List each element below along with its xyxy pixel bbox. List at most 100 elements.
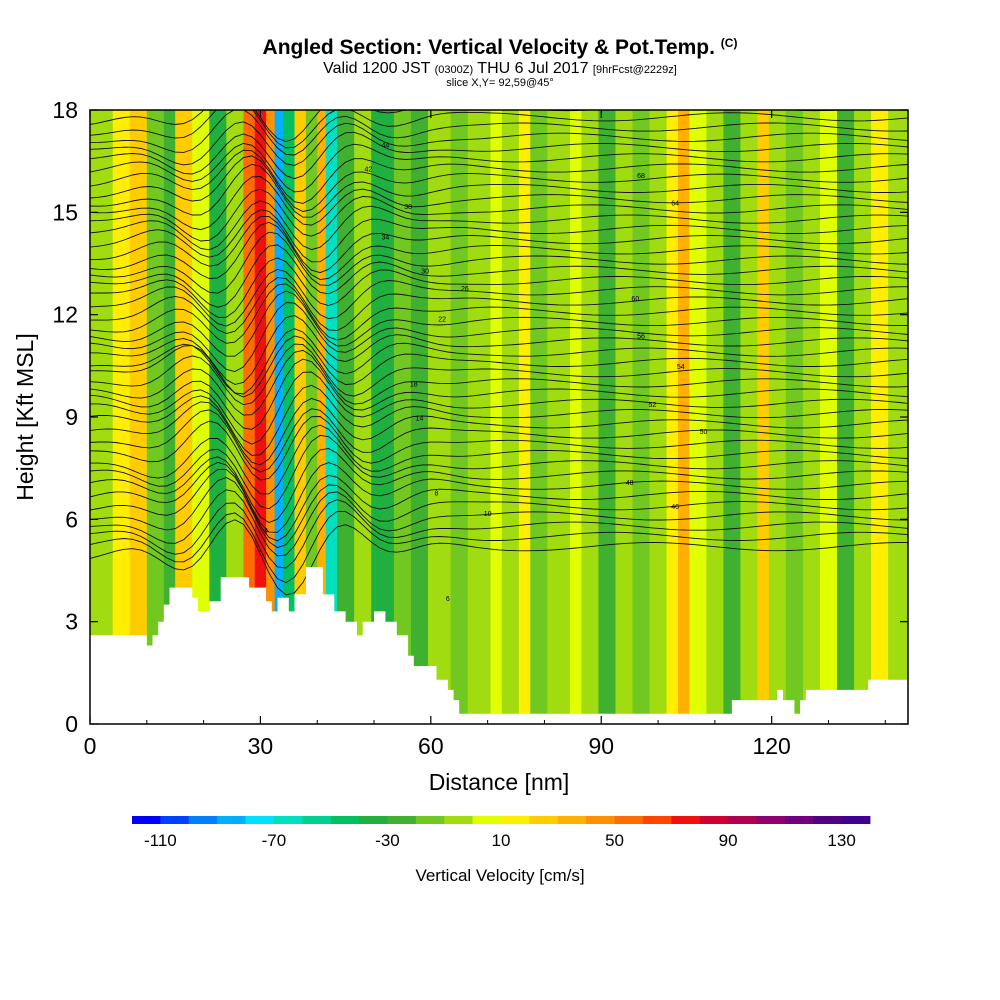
colorbar-swatch	[302, 816, 332, 824]
velocity-band	[706, 110, 724, 724]
colorbar-swatch	[699, 816, 729, 824]
colorbar-swatch	[586, 816, 615, 824]
colorbar-swatch	[359, 816, 388, 824]
colorbar-swatch	[387, 816, 417, 824]
colorbar-swatch	[501, 816, 530, 824]
velocity-band	[615, 110, 633, 724]
isentrope-line	[90, 499, 908, 569]
isentrope-line	[90, 149, 908, 204]
isentrope-label: 38	[404, 204, 412, 211]
isentrope-label: 64	[671, 201, 679, 208]
velocity-band	[547, 110, 571, 724]
isentrope-line	[90, 461, 908, 533]
isentrope-line	[90, 510, 908, 584]
isentrope-label: 18	[410, 381, 418, 388]
velocity-band	[146, 110, 165, 724]
y-tick-label: 0	[65, 711, 78, 737]
x-axis: 0 30 60 90 120	[84, 110, 886, 759]
y-tick-label: 6	[65, 506, 78, 532]
colorbar-swatch	[756, 816, 786, 824]
colorbar-swatch	[472, 816, 502, 824]
isentrope-line	[90, 424, 908, 495]
velocity-band	[294, 110, 307, 724]
y-tick-label: 15	[52, 199, 78, 225]
isentrope-line	[90, 142, 908, 193]
colorbar-label: Vertical Velocity [cm/s]	[415, 866, 584, 885]
velocity-band	[283, 110, 295, 724]
velocity-band	[274, 110, 284, 724]
isentrope-line	[90, 163, 908, 218]
x-tick-label: 30	[248, 733, 274, 759]
isentrope-label: 50	[700, 429, 708, 436]
isentrope-line	[90, 434, 908, 510]
colorbar-swatch	[671, 816, 701, 824]
isentrope-line	[90, 398, 908, 466]
isentrope-line	[90, 209, 908, 263]
velocity-band	[192, 110, 210, 724]
isentrope-line	[90, 448, 908, 524]
colorbar-swatch	[132, 816, 161, 824]
isentrope-line	[90, 131, 908, 180]
isentrope-line	[90, 335, 908, 398]
velocity-band	[129, 110, 148, 724]
isentrope-line	[90, 221, 908, 280]
x-tick-label: 120	[752, 733, 790, 759]
velocity-band	[802, 110, 821, 724]
velocity-band	[226, 110, 244, 724]
isentrope-line	[90, 200, 908, 251]
isentrope-line	[90, 155, 908, 212]
colorbar-swatch	[529, 816, 559, 824]
isentrope-label: 52	[648, 402, 656, 409]
colorbar-swatch	[160, 816, 190, 824]
colorbar-swatch	[444, 816, 474, 824]
isentrope-line	[90, 328, 908, 395]
y-tick-label: 9	[65, 404, 78, 430]
isentrope-line	[90, 408, 908, 473]
colorbar-swatch	[245, 816, 275, 824]
isentrope-line	[90, 416, 908, 481]
terrain-shape	[90, 567, 908, 724]
isentrope-line	[90, 268, 908, 327]
isentrope-line	[90, 343, 908, 406]
isentrope-line	[90, 215, 908, 274]
x-tick-label: 60	[418, 733, 444, 759]
isentrope-line	[90, 121, 908, 166]
velocity-band	[570, 110, 582, 724]
chart-title: Angled Section: Vertical Velocity & Pot.…	[262, 36, 738, 59]
colorbar-tick-label: -70	[262, 831, 287, 850]
y-tick-label: 3	[65, 609, 78, 635]
velocity-band	[649, 110, 668, 724]
isentrope-line	[90, 231, 908, 294]
colorbar-tick-label: 10	[492, 831, 511, 850]
y-tick-label: 18	[52, 97, 78, 123]
isentrope-label: 8	[435, 490, 439, 497]
velocity-band	[243, 110, 256, 724]
isentrope-label: 22	[438, 316, 446, 323]
velocity-band	[666, 110, 679, 724]
colorbar-swatch	[614, 816, 644, 824]
velocity-band	[317, 110, 327, 724]
velocity-band	[581, 110, 599, 724]
colorbar-tick-label: 130	[827, 831, 855, 850]
velocity-band	[337, 110, 355, 724]
velocity-band	[163, 110, 176, 724]
colorbar-swatch	[330, 816, 360, 824]
isentrope-line	[90, 315, 908, 385]
colorbar-swatch	[273, 816, 303, 824]
velocity-band	[175, 110, 193, 724]
velocity-band	[410, 110, 429, 724]
isentrope-label: 4	[264, 528, 268, 535]
isentrope-label: 42	[364, 166, 372, 173]
isentrope-line	[90, 277, 908, 334]
isentrope-line	[90, 244, 908, 308]
velocity-band	[757, 110, 770, 724]
terrain-mask	[90, 567, 908, 724]
isentrope-label: 26	[461, 286, 469, 293]
isentrope-line	[90, 349, 908, 416]
velocity-band	[689, 110, 707, 724]
isentrope-line	[90, 188, 908, 242]
velocity-band	[209, 110, 227, 724]
velocity-band	[90, 110, 114, 724]
y-axis: 0 3 6 9 12 15 18	[52, 97, 908, 737]
